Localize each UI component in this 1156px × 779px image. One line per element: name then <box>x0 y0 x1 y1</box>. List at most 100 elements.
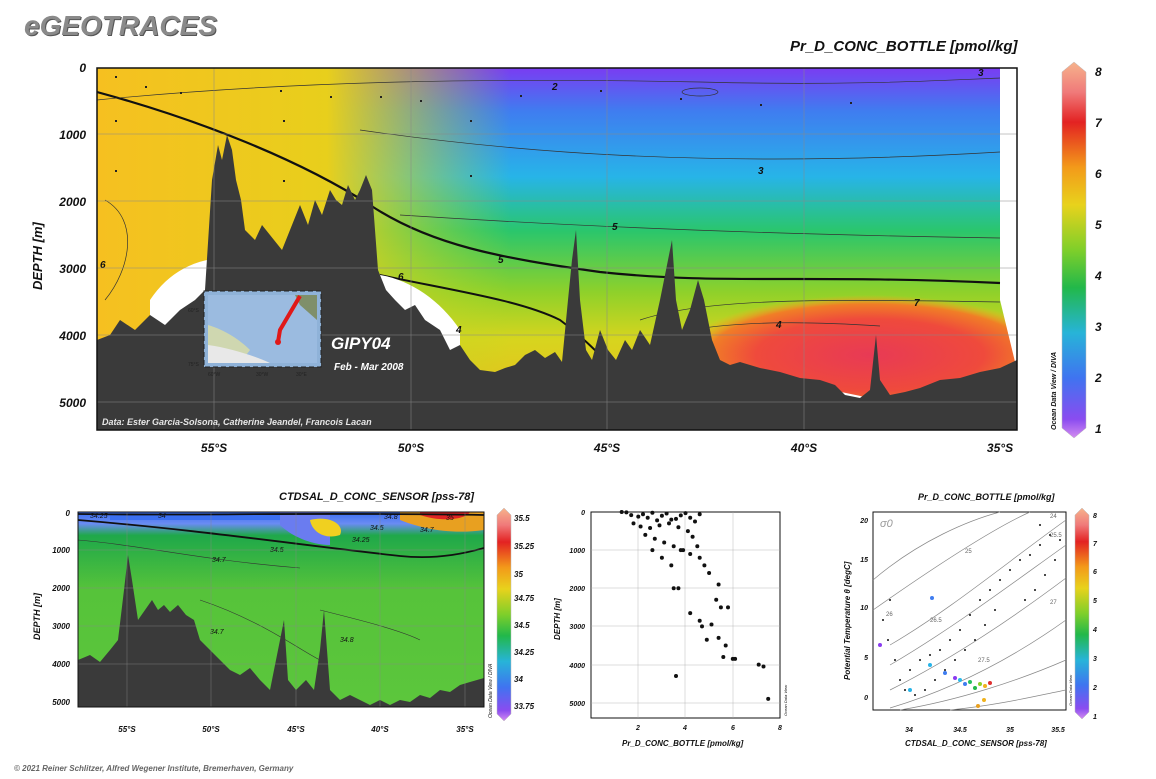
scatter1-x-tick: 6 <box>731 725 735 732</box>
colorbar-tick: 8 <box>1095 65 1102 79</box>
scatter-point <box>671 586 676 591</box>
scatter-point <box>657 523 662 528</box>
scatter-point <box>671 544 676 549</box>
scatter-point <box>674 674 678 678</box>
sal-contour-label: 34.7 <box>212 557 227 564</box>
scatter-point <box>723 643 728 648</box>
scatter-point <box>726 605 730 610</box>
depth-tick: 1000 <box>59 128 86 142</box>
contour-label: 2 <box>551 82 558 93</box>
depth-tick: 4000 <box>58 329 86 343</box>
salinity-title: CTDSAL_D_CONC_SENSOR [pss-78] <box>279 491 474 503</box>
isopycnal-label: 26.5 <box>930 618 942 624</box>
scatter-point <box>700 624 704 629</box>
ts-colorbar-tick: 8 <box>1093 513 1097 520</box>
scatter-point <box>619 510 624 514</box>
scatter-point <box>669 563 674 568</box>
main-section-title: Pr_D_CONC_BOTTLE [pmol/kg] <box>790 38 1018 55</box>
scatter-point <box>631 521 636 526</box>
sal-depth-tick: 0 <box>66 509 71 518</box>
scatter-point <box>685 529 690 534</box>
sigma-label: σ0 <box>880 518 894 530</box>
contour-label: 6 <box>398 272 404 283</box>
cruise-name: GIPY04 <box>331 334 391 353</box>
scatter-point <box>636 514 641 519</box>
ts-colorbar-tick: 4 <box>1092 627 1097 634</box>
scatter-point <box>676 586 681 591</box>
scatter1-xlabel: Pr_D_CONC_BOTTLE [pmol/kg] <box>622 739 744 748</box>
isopycnal-label: 25.5 <box>1050 533 1062 539</box>
latitude-tick: 45°S <box>593 441 620 455</box>
ts-y-tick: 10 <box>860 605 868 612</box>
sal-lat-tick: 35°S <box>456 725 474 734</box>
scatter-point <box>697 512 702 517</box>
sal-colorbar-tick: 35.25 <box>514 542 535 551</box>
ts-colorbar-tick: 1 <box>1093 714 1097 721</box>
scatter-point <box>733 656 738 661</box>
scatter-point <box>756 662 761 667</box>
scatter-point <box>697 555 702 560</box>
sal-contour-label: 34.7 <box>420 527 435 534</box>
isopycnal-label: 27 <box>1050 600 1057 606</box>
sal-contour-label: 34.25 <box>352 537 370 544</box>
ts-side-label: Ocean Data View <box>1068 674 1073 706</box>
contour-label: 3 <box>758 166 764 177</box>
scatter-point <box>659 513 664 518</box>
scatter-point <box>716 582 721 587</box>
inset-tick: 75°S <box>188 362 200 368</box>
depth-tick: 0 <box>79 61 86 75</box>
sal-contour-label: 34.5 <box>370 525 384 532</box>
scatter-point <box>648 526 653 530</box>
sal-colorbar-tick: 34 <box>514 675 523 684</box>
sal-depth-tick: 2000 <box>51 584 70 593</box>
ts-ylabel: Potential Temperature θ [degC] <box>843 561 852 680</box>
scatter-point <box>697 618 702 623</box>
scatter1-x-tick: 2 <box>635 725 640 732</box>
copyright: © 2021 Reiner Schlitzer, Alfred Wegener … <box>14 764 294 773</box>
scatter-point <box>650 510 655 515</box>
scatter-point <box>667 521 671 526</box>
ts-diagram: σ0 24 25 25.5 26 26.5 27 27.5 34 34.5 35… <box>843 492 1098 748</box>
sal-lat-tick: 50°S <box>202 725 220 734</box>
sal-depth-tick: 5000 <box>52 698 70 707</box>
salinity-section-plot: 34.25 34 34.5 34.7 34.7 34.8 34.5 34.25 … <box>78 512 484 707</box>
scatter-point <box>655 518 660 523</box>
depth-tick: 2000 <box>58 195 86 209</box>
pr-depth-scatter: 2 4 6 8 0 1000 2000 3000 4000 5000 Pr_D_… <box>553 510 788 748</box>
scatter-point <box>641 512 645 517</box>
inset-tick: 30°E <box>296 372 308 378</box>
scatter1-y-tick: 3000 <box>569 624 585 631</box>
scatter1-x-tick: 8 <box>778 725 782 732</box>
sal-contour-label: 34.5 <box>270 547 284 554</box>
sal-depth-tick: 3000 <box>52 622 70 631</box>
ts-x-tick: 34.5 <box>953 727 967 734</box>
sal-contour-label: 34.8 <box>384 514 398 521</box>
sal-lat-tick: 40°S <box>370 725 389 734</box>
scatter-point <box>664 511 669 516</box>
scatter-point <box>624 510 629 515</box>
contour-label: 5 <box>612 222 618 233</box>
scatter-point <box>688 611 693 616</box>
inset-tick: 30°W <box>256 372 269 378</box>
ts-y-tick: 5 <box>864 655 868 662</box>
scatter-point <box>707 571 712 575</box>
scatter-point <box>714 597 719 602</box>
scatter-point <box>662 540 667 545</box>
depth-tick: 5000 <box>59 396 86 410</box>
colorbar-tick: 6 <box>1095 167 1102 181</box>
scatter-point <box>650 548 655 553</box>
depth-tick: 3000 <box>59 262 86 276</box>
colorbar-tick: 7 <box>1095 116 1103 130</box>
sal-contour-label: 35 <box>446 515 454 522</box>
isopycnal-label: 26 <box>886 612 893 618</box>
contour-label: 5 <box>498 255 504 266</box>
contour-label: 7 <box>914 298 920 309</box>
main-colorbar: 8 7 6 5 4 3 2 1 Ocean Data View / DIVA <box>1051 61 1103 439</box>
ts-x-tick: 34 <box>905 727 913 734</box>
colorbar-tick: 1 <box>1095 422 1102 436</box>
scatter-point <box>659 555 664 560</box>
scatter-point <box>638 524 643 529</box>
contour-label: 4 <box>455 325 462 336</box>
salinity-colorbar: 35.5 35.25 35 34.75 34.5 34.25 34 33.75 … <box>488 507 535 722</box>
ts-colorbar-tick: 7 <box>1093 541 1098 548</box>
